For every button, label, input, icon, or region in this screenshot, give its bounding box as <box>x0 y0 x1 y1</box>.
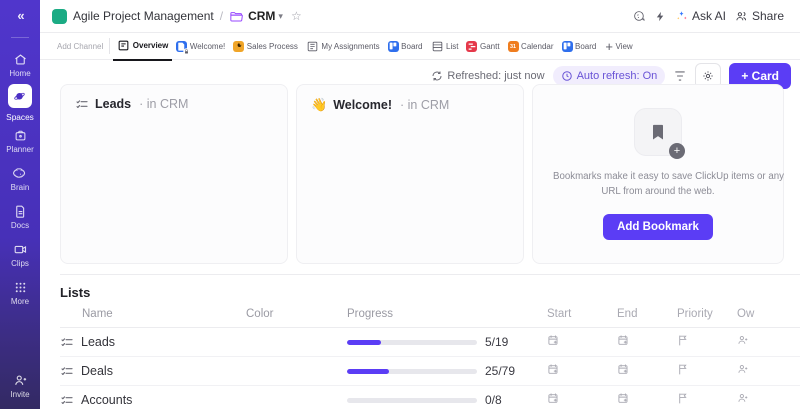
svg-text:31: 31 <box>510 44 516 50</box>
